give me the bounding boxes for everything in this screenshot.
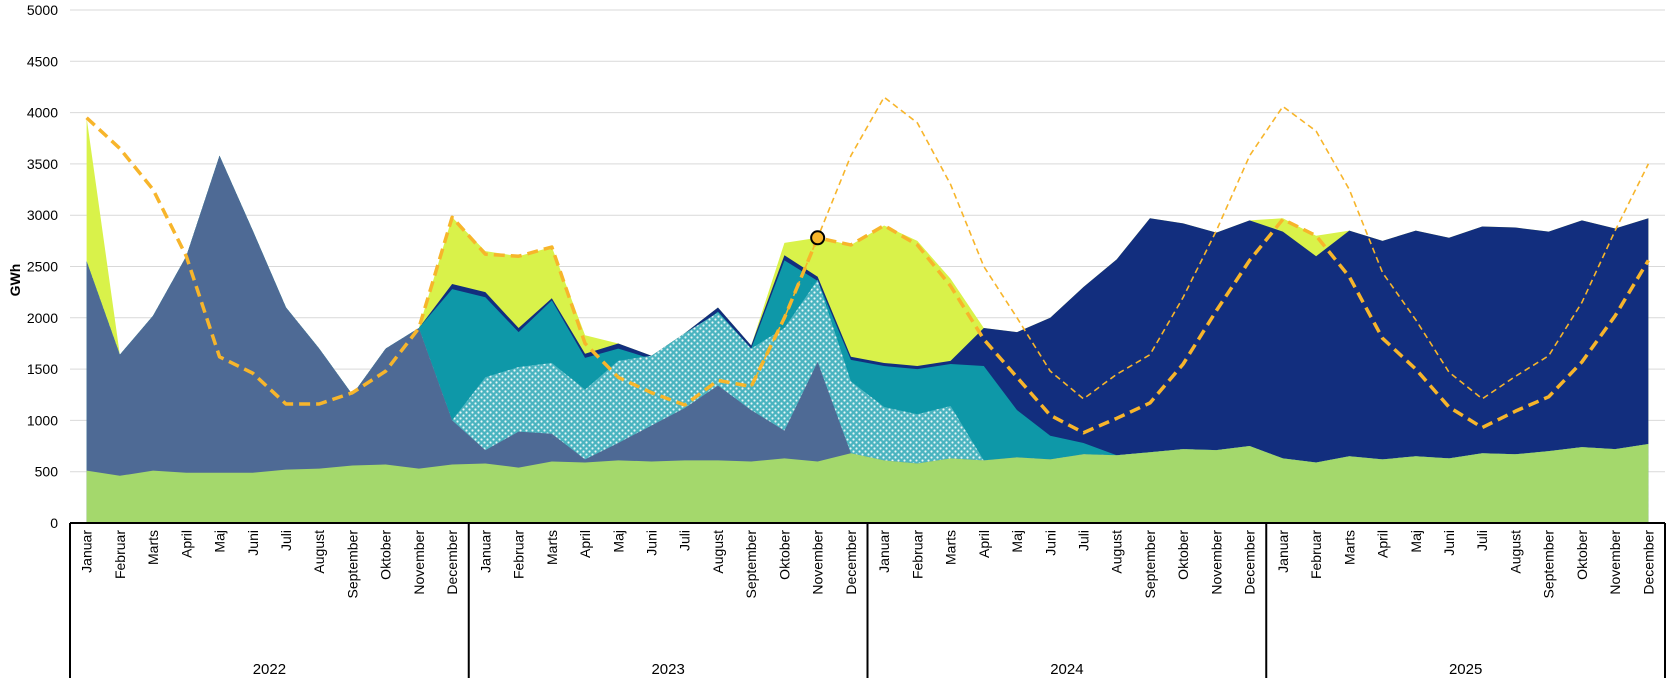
month-label: Marts <box>544 530 560 565</box>
line-series <box>85 96 1650 435</box>
month-label: Maj <box>610 530 626 553</box>
month-label: Oktober <box>776 530 792 580</box>
month-label: December <box>843 530 859 595</box>
month-label: August <box>1109 530 1125 574</box>
highlight-marker <box>810 230 826 246</box>
month-label: September <box>743 530 759 599</box>
month-label: Juli <box>278 530 294 551</box>
area-series <box>86 117 1649 523</box>
month-label: Maj <box>1009 530 1025 553</box>
month-label: Maj <box>1408 530 1424 553</box>
area-dotted <box>86 155 1649 523</box>
month-label: December <box>444 530 460 595</box>
y-tick-label: 2500 <box>27 259 58 275</box>
month-label: Marts <box>145 530 161 565</box>
y-tick-label: 1000 <box>27 412 58 428</box>
y-axis-label: GWh <box>7 264 23 297</box>
month-label: Juni <box>644 530 660 556</box>
line-orange-thin <box>750 96 1650 400</box>
month-label: Oktober <box>1175 530 1191 580</box>
month-label: Oktober <box>1574 530 1590 580</box>
year-label: 2025 <box>1449 661 1482 678</box>
x-axis <box>69 522 1666 678</box>
month-label: Januar <box>477 530 493 573</box>
month-label: August <box>710 530 726 574</box>
month-label: Marts <box>1341 530 1357 565</box>
month-label: Februar <box>909 530 925 579</box>
month-label: Juli <box>1075 530 1091 551</box>
year-label: 2023 <box>651 661 684 678</box>
month-label: November <box>1607 530 1623 595</box>
y-tick-label: 3000 <box>27 207 58 223</box>
month-label: November <box>810 530 826 595</box>
month-label: Juni <box>1441 530 1457 556</box>
y-tick-label: 4000 <box>27 105 58 121</box>
month-label: Marts <box>943 530 959 565</box>
y-tick-label: 5000 <box>27 2 58 18</box>
month-label: Februar <box>1308 530 1324 579</box>
month-label: April <box>577 530 593 558</box>
year-label: 2022 <box>253 661 286 678</box>
month-label: April <box>1375 530 1391 558</box>
y-tick-label: 0 <box>50 515 58 531</box>
month-label: December <box>1640 530 1656 595</box>
month-label: Oktober <box>378 530 394 580</box>
y-tick-label: 500 <box>35 464 59 480</box>
y-tick-label: 4500 <box>27 53 58 69</box>
month-label: August <box>1507 530 1523 574</box>
month-label: April <box>976 530 992 558</box>
month-label: September <box>344 530 360 599</box>
month-label: April <box>178 530 194 558</box>
month-label: Januar <box>876 530 892 573</box>
month-label: Juni <box>1042 530 1058 556</box>
month-label: August <box>311 530 327 574</box>
month-label: Januar <box>1275 530 1291 573</box>
x-tick-labels: Januar Februar Marts April Maj Juni Juli August… <box>79 530 1657 599</box>
month-label: September <box>1142 530 1158 599</box>
month-label: Juni <box>245 530 261 556</box>
month-label: September <box>1541 530 1557 599</box>
year-label: 2024 <box>1050 661 1083 678</box>
y-tick-label: 3500 <box>27 156 58 172</box>
month-label: Januar <box>79 530 95 573</box>
month-label: December <box>1242 530 1258 595</box>
month-label: Februar <box>511 530 527 579</box>
y-tick-labels: 0 500 1000 1500 2000 2500 3000 3500 4000 4500 5000 <box>27 2 58 531</box>
month-label: Juli <box>1474 530 1490 551</box>
month-label: November <box>1208 530 1224 595</box>
month-label: Februar <box>112 530 128 579</box>
y-tick-label: 1500 <box>27 361 58 377</box>
month-label: November <box>411 530 427 595</box>
month-label: Juli <box>677 530 693 551</box>
y-tick-label: 2000 <box>27 310 58 326</box>
line-orange-dashed <box>85 116 1650 435</box>
month-label: Maj <box>212 530 228 553</box>
year-labels: 2022 2023 2024 2025 <box>253 661 1483 678</box>
area-green <box>86 443 1649 523</box>
